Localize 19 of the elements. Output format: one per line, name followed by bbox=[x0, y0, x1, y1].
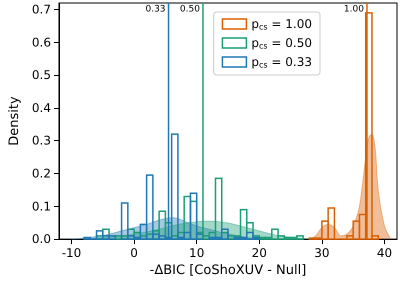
y-tick-label: 0.7 bbox=[32, 2, 51, 17]
y-axis-title: Density bbox=[7, 96, 22, 146]
y-tick-label: 0.5 bbox=[32, 68, 51, 82]
x-tick-label: 20 bbox=[252, 246, 267, 260]
x-tick-label: 10 bbox=[189, 246, 204, 260]
x-tick-label: 0 bbox=[130, 246, 138, 260]
y-tick-label: 0.0 bbox=[32, 232, 51, 246]
y-tick-label: 0.4 bbox=[32, 100, 51, 115]
y-tick-label: 0.6 bbox=[32, 35, 51, 50]
x-tick-label: 40 bbox=[376, 246, 392, 260]
y-tick-label: 0.2 bbox=[32, 166, 51, 181]
x-axis-title: -ΔBIC [CoShoXUV - Null] bbox=[150, 263, 306, 278]
y-tick-label: 0.3 bbox=[32, 134, 51, 148]
x-tick-label: 30 bbox=[314, 246, 330, 260]
annotation: 1.00 bbox=[344, 4, 364, 15]
annotation: 0.33 bbox=[145, 4, 166, 15]
y-tick-label: 0.1 bbox=[32, 199, 51, 214]
annotation: 0.50 bbox=[180, 4, 200, 15]
x-tick-label: -10 bbox=[62, 246, 82, 260]
